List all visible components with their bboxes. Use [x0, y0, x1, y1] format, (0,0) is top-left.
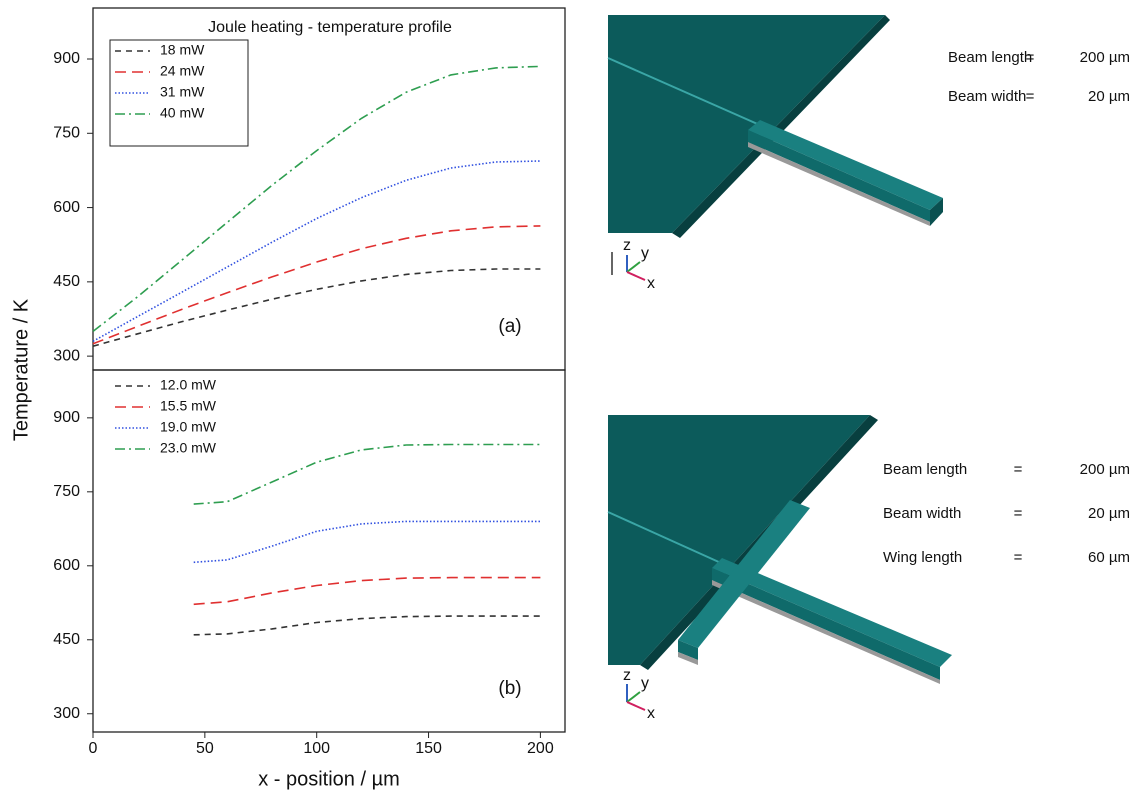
param-equals: =	[1026, 88, 1035, 105]
y-tick-label: 600	[53, 199, 80, 216]
x-axis-label: x - position / µm	[258, 768, 400, 790]
y-tick-label: 300	[53, 705, 80, 722]
y-tick-label: 450	[53, 631, 80, 648]
legend-label: 23.0 mW	[160, 440, 217, 456]
x-tick-label: 200	[527, 740, 554, 757]
legend-label: 12.0 mW	[160, 377, 217, 393]
series-line	[194, 521, 541, 562]
param-equals: =	[1014, 505, 1023, 522]
panel-label: (b)	[498, 678, 521, 699]
param-value: 60 µm	[1088, 549, 1130, 566]
param-label: Beam width	[883, 505, 961, 522]
param-label: Wing length	[883, 549, 962, 566]
x-tick-label: 50	[196, 740, 214, 757]
y-tick-label: 600	[53, 557, 80, 574]
param-label: Beam length	[948, 49, 1032, 66]
legend-label: 40 mW	[160, 105, 205, 121]
series-line	[194, 445, 541, 505]
y-tick-label: 900	[53, 50, 80, 67]
param-equals: =	[1014, 549, 1023, 566]
param-value: 20 µm	[1088, 505, 1130, 522]
axis-triad-label: z	[623, 237, 631, 254]
model-info: Beam length = 200 µm Beam width = 20 µm Wing l…	[883, 461, 1130, 566]
axis-triad-label: x	[647, 275, 655, 292]
series-line	[93, 226, 540, 344]
series-line	[93, 161, 540, 341]
legend-label: 18 mW	[160, 42, 205, 58]
series-line	[194, 578, 541, 605]
legend-label: 15.5 mW	[160, 398, 217, 414]
y-tick-label: 300	[53, 347, 80, 364]
axis-triad-label: y	[641, 245, 649, 262]
legend-label: 19.0 mW	[160, 419, 217, 435]
x-tick-label: 150	[415, 740, 442, 757]
y-tick-label: 750	[53, 125, 80, 142]
param-label: Beam width	[948, 88, 1026, 105]
series-line	[194, 616, 541, 635]
axis-triad-label: z	[623, 667, 631, 684]
x-tick-label: 100	[303, 740, 330, 757]
series-line	[93, 269, 540, 346]
param-label: Beam length	[883, 461, 967, 478]
model-render-a	[608, 15, 943, 280]
figure: 300 450 600 750 900 Joule heating - temperatu…	[0, 0, 1136, 796]
legend-label: 31 mW	[160, 84, 205, 100]
axis-triad-label: y	[641, 675, 649, 692]
y-axis-label: Temperature / K	[10, 298, 32, 441]
y-tick-label: 450	[53, 273, 80, 290]
y-tick-label: 750	[53, 483, 80, 500]
y-tick-label: 900	[53, 409, 80, 426]
legend-label: 24 mW	[160, 63, 205, 79]
param-value: 200 µm	[1080, 49, 1130, 66]
panel-label: (a)	[498, 316, 521, 337]
param-equals: =	[1014, 461, 1023, 478]
param-value: 20 µm	[1088, 88, 1130, 105]
x-tick-label: 0	[89, 740, 98, 757]
param-equals: =	[1026, 49, 1035, 66]
chart-title: Joule heating - temperature profile	[208, 19, 452, 36]
param-value: 200 µm	[1080, 461, 1130, 478]
axis-triad-label: x	[647, 705, 655, 722]
